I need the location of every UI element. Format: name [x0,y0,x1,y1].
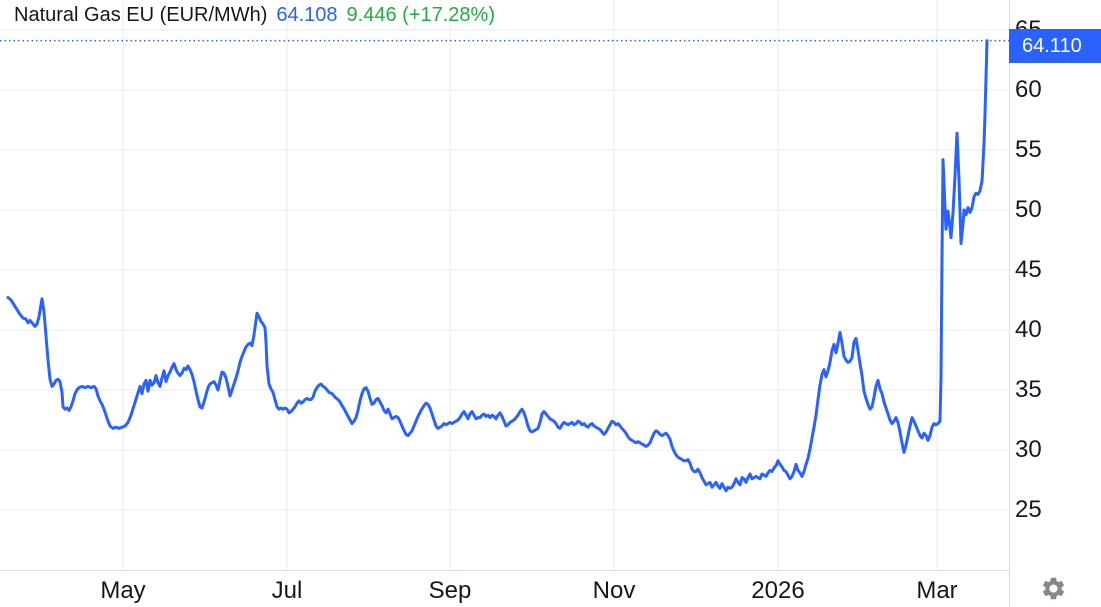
chart-header: Natural Gas EU (EUR/MWh) 64.108 9.446 (+… [14,4,495,27]
x-tick-label: 2026 [751,577,805,604]
time-scale-separator [0,570,1009,571]
y-tick-label: 60 [1015,76,1042,103]
price-scale[interactable]: 656055504540353025 [1009,0,1101,570]
y-tick-label: 40 [1015,316,1042,343]
x-tick-label: Nov [592,577,636,604]
x-tick-label: Sep [428,577,472,604]
y-tick-label: 45 [1015,256,1042,283]
x-tick-label: May [100,577,146,604]
settings-icon[interactable] [1040,575,1067,602]
last-price-value: 64.108 [276,4,338,26]
y-tick-label: 25 [1015,496,1042,523]
y-tick-label: 55 [1015,136,1042,163]
x-tick-label: Jul [271,577,303,604]
x-tick-label: Mar [916,577,958,604]
last-price-label: 64.110 [1009,28,1101,63]
y-tick-label: 50 [1015,196,1042,223]
price-change-value: 9.446 (+17.28%) [346,4,495,26]
price-scale-separator [1009,0,1010,607]
price-line [6,39,989,493]
y-tick-label: 30 [1015,436,1042,463]
y-tick-label: 35 [1015,376,1042,403]
symbol-title[interactable]: Natural Gas EU (EUR/MWh) [14,4,268,26]
time-scale[interactable]: May Jul Sep Nov 2026 Mar [0,570,1009,607]
